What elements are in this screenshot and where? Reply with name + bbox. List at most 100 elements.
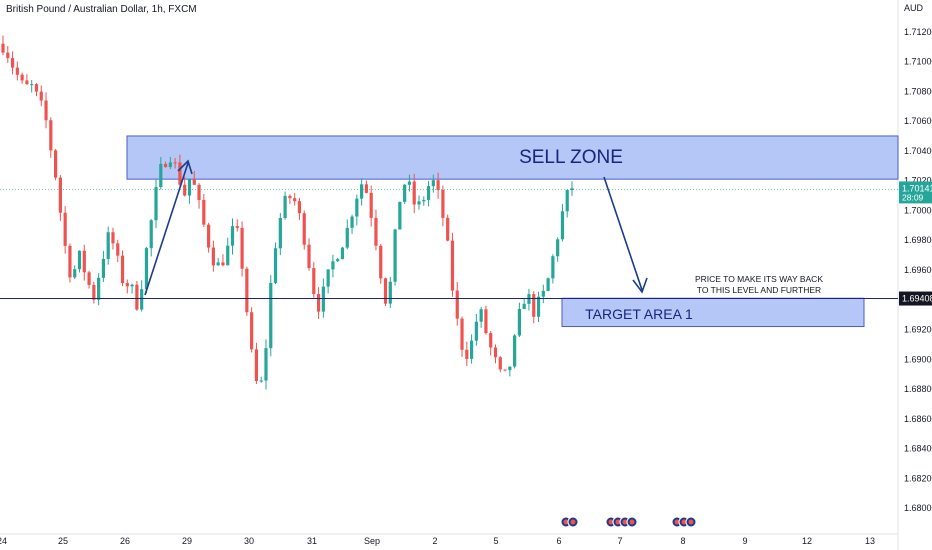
candle-body xyxy=(436,180,440,190)
candle-body xyxy=(20,74,24,81)
candle-body xyxy=(556,239,560,257)
x-tick-label: 9 xyxy=(742,536,747,546)
candle-body xyxy=(364,184,368,193)
candle-body xyxy=(154,187,158,221)
candle-body xyxy=(211,247,215,266)
candle-body xyxy=(168,162,172,168)
candle-body xyxy=(355,198,359,217)
candle-body xyxy=(503,369,507,371)
x-tick-label: 6 xyxy=(556,536,561,546)
candle-body xyxy=(259,380,263,382)
candle-body xyxy=(120,255,125,284)
candle-body xyxy=(6,52,10,59)
x-tick-label: 12 xyxy=(802,536,812,546)
candle-body xyxy=(77,250,82,270)
sell-zone-box xyxy=(126,135,899,180)
candle-body xyxy=(297,201,302,214)
candle-body xyxy=(350,216,354,228)
candle-body xyxy=(226,245,230,266)
candle-body xyxy=(250,312,254,350)
candle-body xyxy=(302,213,306,245)
event-markers xyxy=(560,516,697,528)
candle-body xyxy=(44,100,48,121)
down-arrow-head xyxy=(632,277,648,294)
candle-body xyxy=(541,290,545,297)
x-tick-label: Sep xyxy=(364,536,380,546)
candle-body xyxy=(34,84,39,92)
y-tick-label: 1.70000 xyxy=(904,205,932,215)
event-flag-dot xyxy=(629,519,635,525)
candle-body xyxy=(202,200,206,225)
candle-body xyxy=(216,262,220,266)
y-tick-label: 1.70200 xyxy=(904,176,932,186)
candle-body xyxy=(369,192,373,218)
candle-body xyxy=(546,278,550,291)
y-tick-label: 1.69200 xyxy=(904,325,932,335)
candle-body xyxy=(135,284,139,310)
candle-body xyxy=(422,199,426,202)
x-tick-label: 5 xyxy=(493,536,498,546)
candle-body xyxy=(316,294,321,312)
y-tick-label: 1.68800 xyxy=(904,384,932,394)
time-axis: 242526293031Sep2567891213 xyxy=(0,536,875,546)
candle-body xyxy=(407,181,412,185)
candle-body xyxy=(25,80,29,85)
y-tick-label: 1.68600 xyxy=(904,414,932,424)
candle-body xyxy=(101,258,106,278)
target-zone-box xyxy=(561,297,865,328)
candle-body xyxy=(345,227,349,248)
candle-body xyxy=(273,248,278,283)
price-axis: 1.71200 1.71000 1.70800 1.70600 1.70400 1.702… xyxy=(899,3,932,513)
candle-body xyxy=(479,309,483,322)
x-tick-label: 29 xyxy=(182,536,192,546)
candle-body xyxy=(288,195,292,199)
candle-body xyxy=(53,150,58,178)
candle-body xyxy=(450,240,455,291)
candle-body xyxy=(536,296,541,317)
candle-body xyxy=(508,366,512,371)
candle-body xyxy=(125,283,129,287)
candle-body xyxy=(331,261,335,270)
candle-body xyxy=(92,284,96,300)
candle-body xyxy=(489,333,493,348)
candle-body xyxy=(87,272,91,285)
x-tick-label: 30 xyxy=(244,536,254,546)
candle-body xyxy=(412,181,416,205)
candle-body xyxy=(326,269,330,287)
candle-body xyxy=(63,212,67,246)
event-flag-dot xyxy=(674,519,680,525)
up-arrow xyxy=(144,162,189,296)
event-flag-dot xyxy=(570,519,576,525)
candle-body xyxy=(484,309,488,334)
y-tick-label: 1.70400 xyxy=(904,146,932,156)
candle-body xyxy=(230,226,235,246)
candle-body xyxy=(498,357,502,370)
candle-body xyxy=(159,163,163,188)
x-tick-label: 7 xyxy=(617,536,622,546)
candle-body xyxy=(187,179,192,196)
level-price-badge xyxy=(899,291,932,306)
candle-body xyxy=(469,340,474,359)
zones-layer xyxy=(126,135,899,328)
candle-body xyxy=(183,184,187,196)
candle-body xyxy=(398,201,402,230)
y-tick-label: 1.69000 xyxy=(904,354,932,364)
plot-area xyxy=(0,0,898,534)
x-tick-label: 8 xyxy=(680,536,685,546)
candle-body xyxy=(82,250,86,273)
candle-body xyxy=(360,184,364,199)
event-flag-dot xyxy=(688,519,694,525)
note-line-2: TO THIS LEVEL AND FURTHER xyxy=(697,285,821,295)
candle-body xyxy=(1,43,5,53)
candle-body xyxy=(178,162,182,185)
candle-body xyxy=(173,162,177,164)
y-tick-label: 1.68400 xyxy=(904,444,932,454)
candle-body xyxy=(30,84,34,86)
countdown-value: 28:09 xyxy=(902,192,924,202)
candle-body xyxy=(111,232,115,244)
y-tick-label: 1.70600 xyxy=(904,116,932,126)
candle-body xyxy=(446,217,450,241)
candle-body xyxy=(393,229,397,282)
currency-label: AUD xyxy=(904,3,924,13)
